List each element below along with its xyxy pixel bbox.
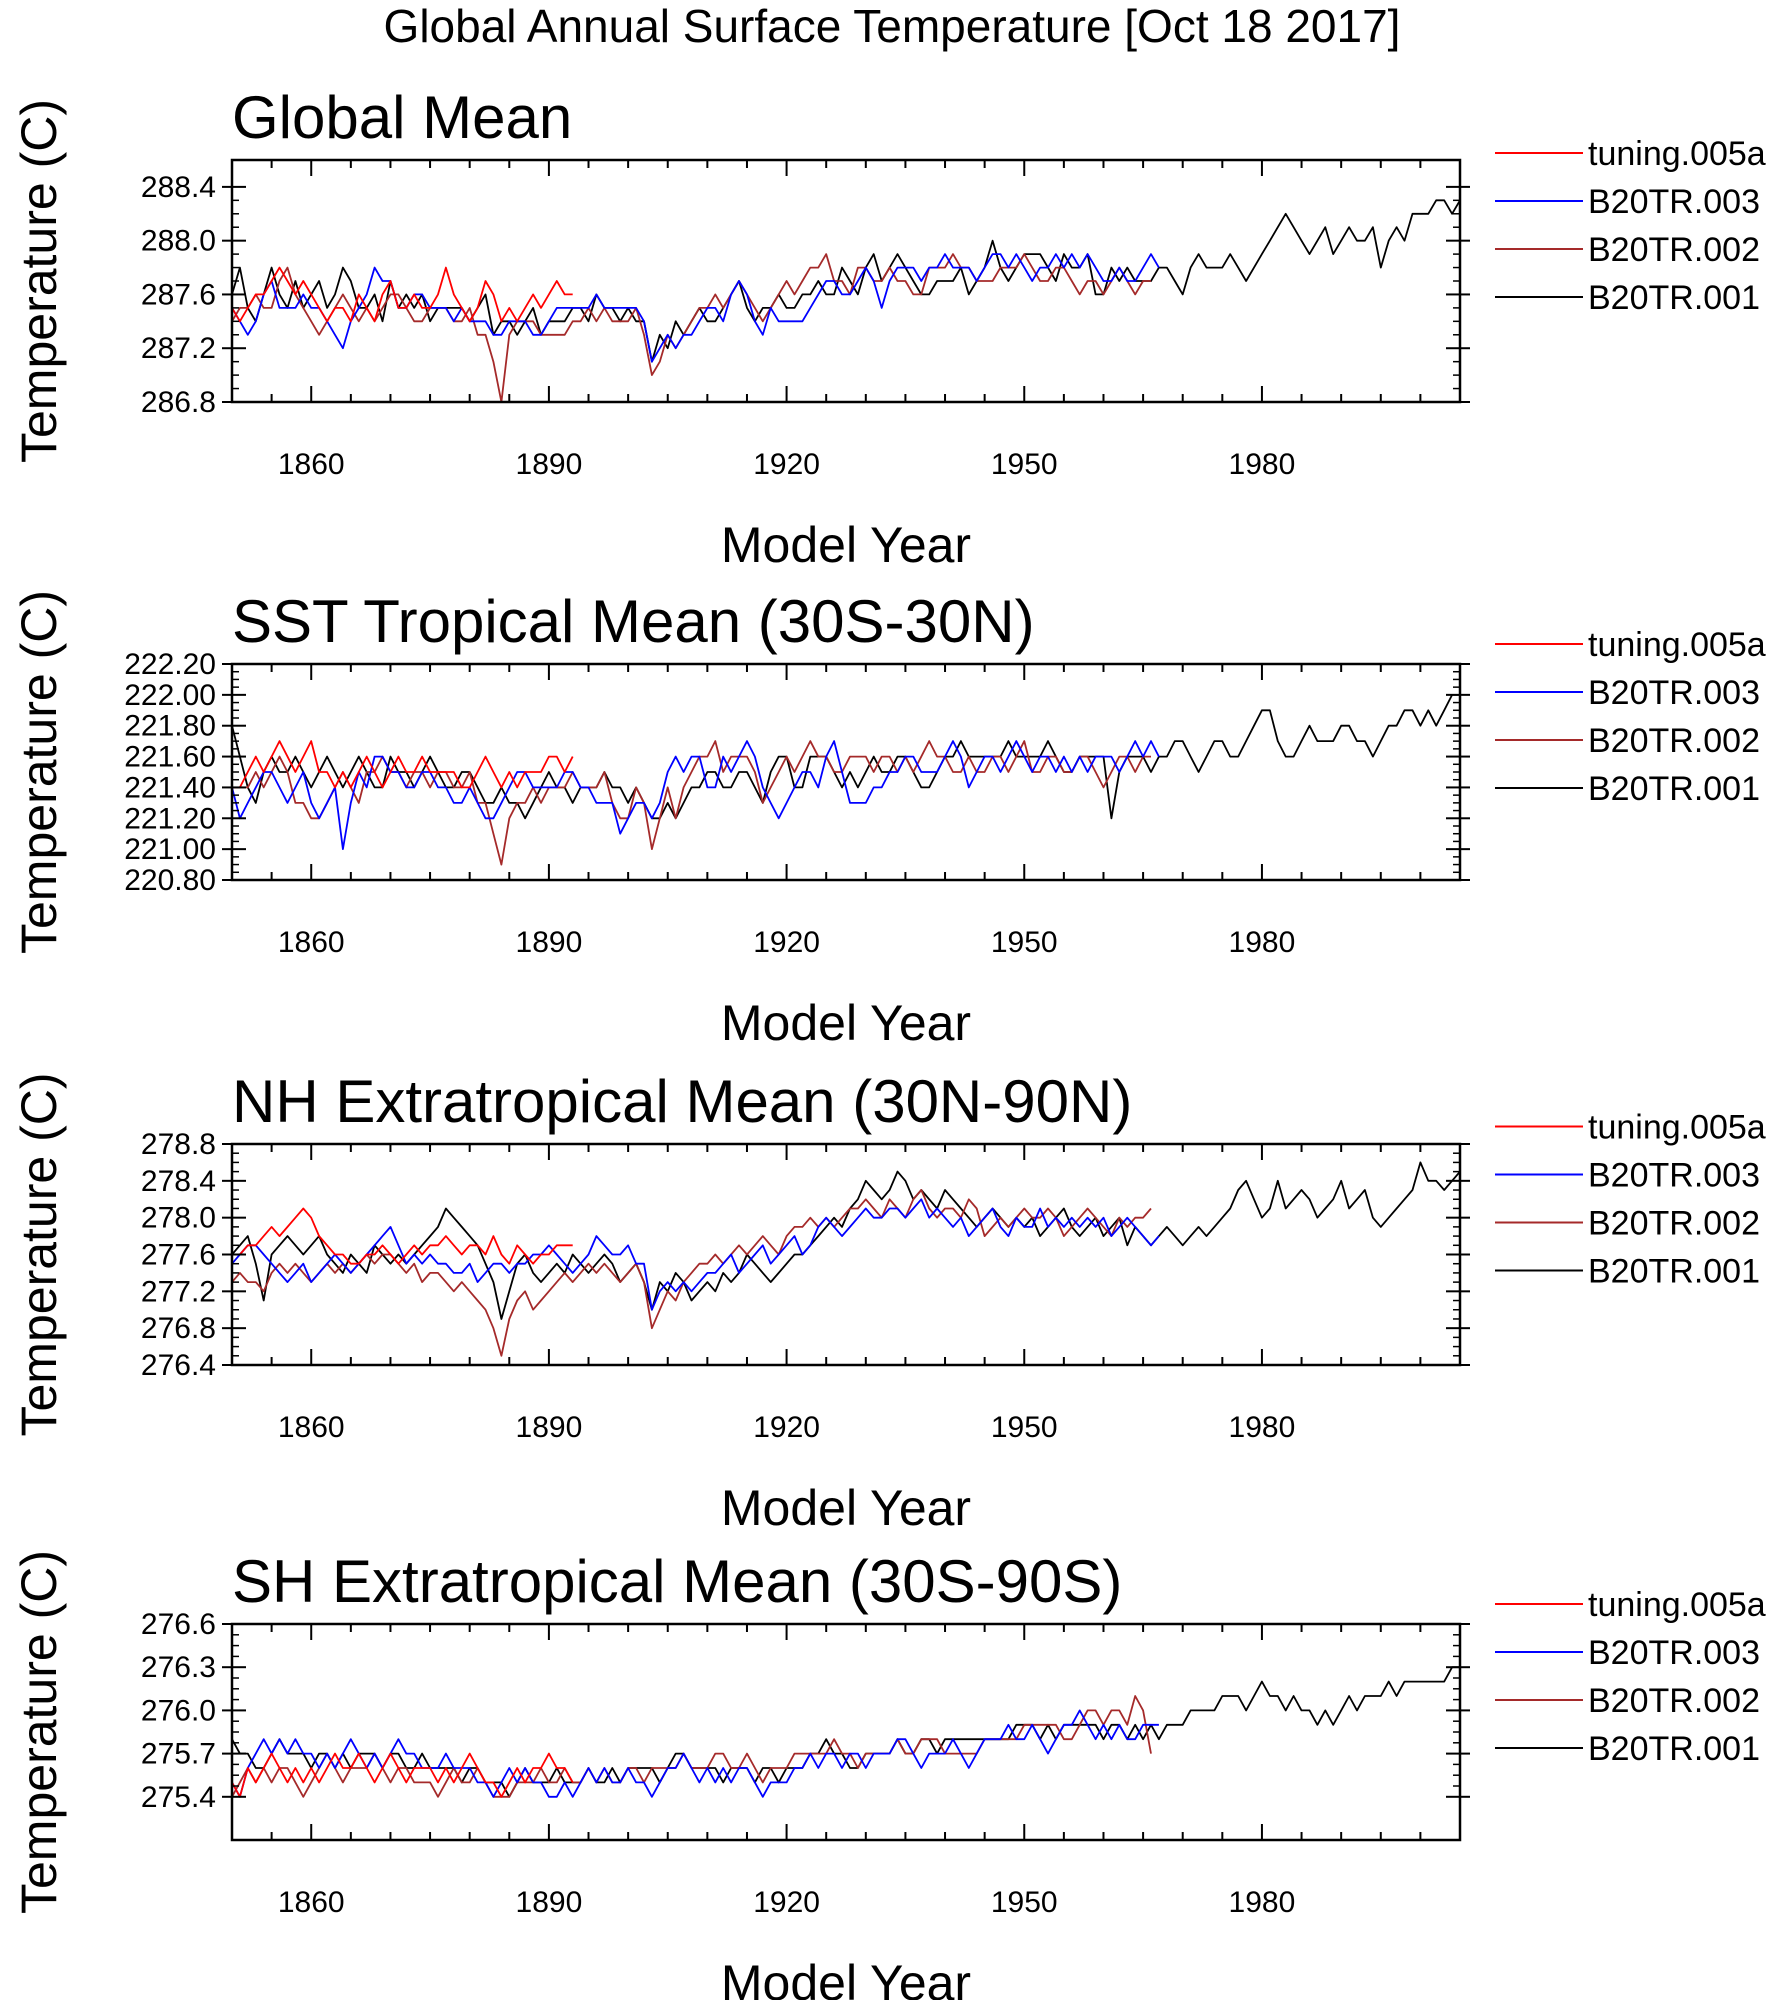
y-axis-label: Temperature (C) bbox=[11, 1550, 67, 1914]
y-tick-label: 222.00 bbox=[124, 679, 216, 712]
legend-label: B20TR.001 bbox=[1588, 1730, 1760, 1768]
x-tick-label: 1950 bbox=[991, 926, 1058, 959]
legend-label: B20TR.001 bbox=[1588, 770, 1760, 808]
x-axis-label: Model Year bbox=[721, 1480, 971, 1536]
legend-label: B20TR.003 bbox=[1588, 183, 1760, 221]
legend-label: B20TR.002 bbox=[1588, 1205, 1760, 1243]
legend-label: B20TR.002 bbox=[1588, 1682, 1760, 1720]
x-axis-label: Model Year bbox=[721, 995, 971, 1051]
y-axis-label: Temperature (C) bbox=[11, 590, 67, 954]
x-tick-label: 1890 bbox=[516, 448, 583, 481]
legend-label: B20TR.002 bbox=[1588, 231, 1760, 269]
y-tick-label: 221.20 bbox=[124, 802, 216, 835]
x-tick-label: 1920 bbox=[753, 448, 820, 481]
x-axis-label: Model Year bbox=[721, 1955, 971, 2000]
series-line-B20TR-001 bbox=[232, 1161, 1460, 1320]
panels: Global Mean Temperature (C) Model Year 1860… bbox=[11, 84, 1766, 2000]
y-tick-label: 278.0 bbox=[141, 1202, 216, 1235]
x-tick-label: 1920 bbox=[753, 1411, 820, 1444]
y-tick-label: 276.6 bbox=[141, 1608, 216, 1641]
legend-label: B20TR.003 bbox=[1588, 674, 1760, 712]
x-tick-label: 1860 bbox=[278, 1886, 345, 1919]
legend-label: tuning.005a bbox=[1588, 135, 1766, 173]
chart-title: SH Extratropical Mean (30S-90S) bbox=[232, 1548, 1122, 1615]
y-tick-label: 287.6 bbox=[141, 278, 216, 311]
series-line-tuning-005a bbox=[232, 1752, 574, 1798]
legend-label: tuning.005a bbox=[1588, 626, 1766, 664]
y-tick-label: 221.60 bbox=[124, 741, 216, 774]
x-tick-label: 1950 bbox=[991, 448, 1058, 481]
y-axis-label: Temperature (C) bbox=[11, 99, 67, 463]
series-line-tuning-005a bbox=[232, 266, 573, 323]
y-axis-label: Temperature (C) bbox=[11, 1073, 67, 1437]
series-line-B20TR-003 bbox=[232, 253, 1160, 363]
x-tick-label: 1950 bbox=[991, 1411, 1058, 1444]
y-tick-label: 287.2 bbox=[141, 332, 216, 365]
legend-label: B20TR.002 bbox=[1588, 722, 1760, 760]
x-tick-label: 1920 bbox=[753, 926, 820, 959]
y-tick-label: 276.8 bbox=[141, 1312, 216, 1345]
x-tick-label: 1890 bbox=[516, 926, 583, 959]
y-tick-label: 221.00 bbox=[124, 833, 216, 866]
x-tick-label: 1980 bbox=[1229, 926, 1296, 959]
x-tick-label: 1890 bbox=[516, 1411, 583, 1444]
x-tick-label: 1980 bbox=[1229, 1886, 1296, 1919]
series-line-B20TR-003 bbox=[232, 1198, 1160, 1311]
y-tick-label: 222.20 bbox=[124, 648, 216, 681]
legend-label: B20TR.001 bbox=[1588, 1253, 1760, 1291]
y-tick-label: 221.40 bbox=[124, 771, 216, 804]
x-tick-label: 1890 bbox=[516, 1886, 583, 1919]
chart-panel-4: SH Extratropical Mean (30S-90S) Temperatu… bbox=[11, 1548, 1766, 2000]
x-tick-label: 1980 bbox=[1229, 448, 1296, 481]
legend-label: B20TR.003 bbox=[1588, 1157, 1760, 1195]
legend-label: tuning.005a bbox=[1588, 1586, 1766, 1624]
x-tick-label: 1860 bbox=[278, 926, 345, 959]
y-tick-label: 286.8 bbox=[141, 386, 216, 419]
chart-panel-3: NH Extratropical Mean (30N-90N) Temperatu… bbox=[11, 1068, 1766, 1536]
legend-label: B20TR.003 bbox=[1588, 1634, 1760, 1672]
y-tick-label: 278.4 bbox=[141, 1165, 216, 1198]
x-tick-label: 1860 bbox=[278, 448, 345, 481]
chart-title: Global Mean bbox=[232, 84, 572, 151]
x-tick-label: 1950 bbox=[991, 1886, 1058, 1919]
x-tick-label: 1860 bbox=[278, 1411, 345, 1444]
x-tick-label: 1920 bbox=[753, 1886, 820, 1919]
chart-panel-2: SST Tropical Mean (30S-30N) Temperature (… bbox=[11, 588, 1766, 1051]
chart-panel-1: Global Mean Temperature (C) Model Year 1860… bbox=[11, 84, 1766, 573]
y-tick-label: 277.2 bbox=[141, 1275, 216, 1308]
y-tick-label: 221.80 bbox=[124, 710, 216, 743]
legend-label: B20TR.001 bbox=[1588, 279, 1760, 317]
y-tick-label: 276.3 bbox=[141, 1651, 216, 1684]
series-line-B20TR-002 bbox=[232, 253, 1151, 402]
chart-title: NH Extratropical Mean (30N-90N) bbox=[232, 1068, 1132, 1135]
y-tick-label: 220.80 bbox=[124, 864, 216, 897]
figure-title: Global Annual Surface Temperature [Oct 1… bbox=[384, 0, 1401, 52]
series-line-B20TR-001 bbox=[232, 694, 1460, 820]
x-axis-label: Model Year bbox=[721, 517, 971, 573]
y-tick-label: 276.4 bbox=[141, 1349, 216, 1382]
y-tick-label: 288.4 bbox=[141, 171, 216, 204]
series-line-tuning-005a bbox=[232, 1207, 573, 1265]
y-tick-label: 275.4 bbox=[141, 1781, 216, 1814]
y-tick-label: 278.8 bbox=[141, 1128, 216, 1161]
y-tick-label: 277.6 bbox=[141, 1239, 216, 1272]
series-line-tuning-005a bbox=[232, 740, 574, 789]
chart-title: SST Tropical Mean (30S-30N) bbox=[232, 588, 1035, 655]
y-tick-label: 288.0 bbox=[141, 225, 216, 258]
series-line-B20TR-003 bbox=[232, 740, 1160, 850]
y-tick-label: 275.7 bbox=[141, 1738, 216, 1771]
y-tick-label: 276.0 bbox=[141, 1694, 216, 1727]
x-tick-label: 1980 bbox=[1229, 1411, 1296, 1444]
legend-label: tuning.005a bbox=[1588, 1109, 1766, 1147]
